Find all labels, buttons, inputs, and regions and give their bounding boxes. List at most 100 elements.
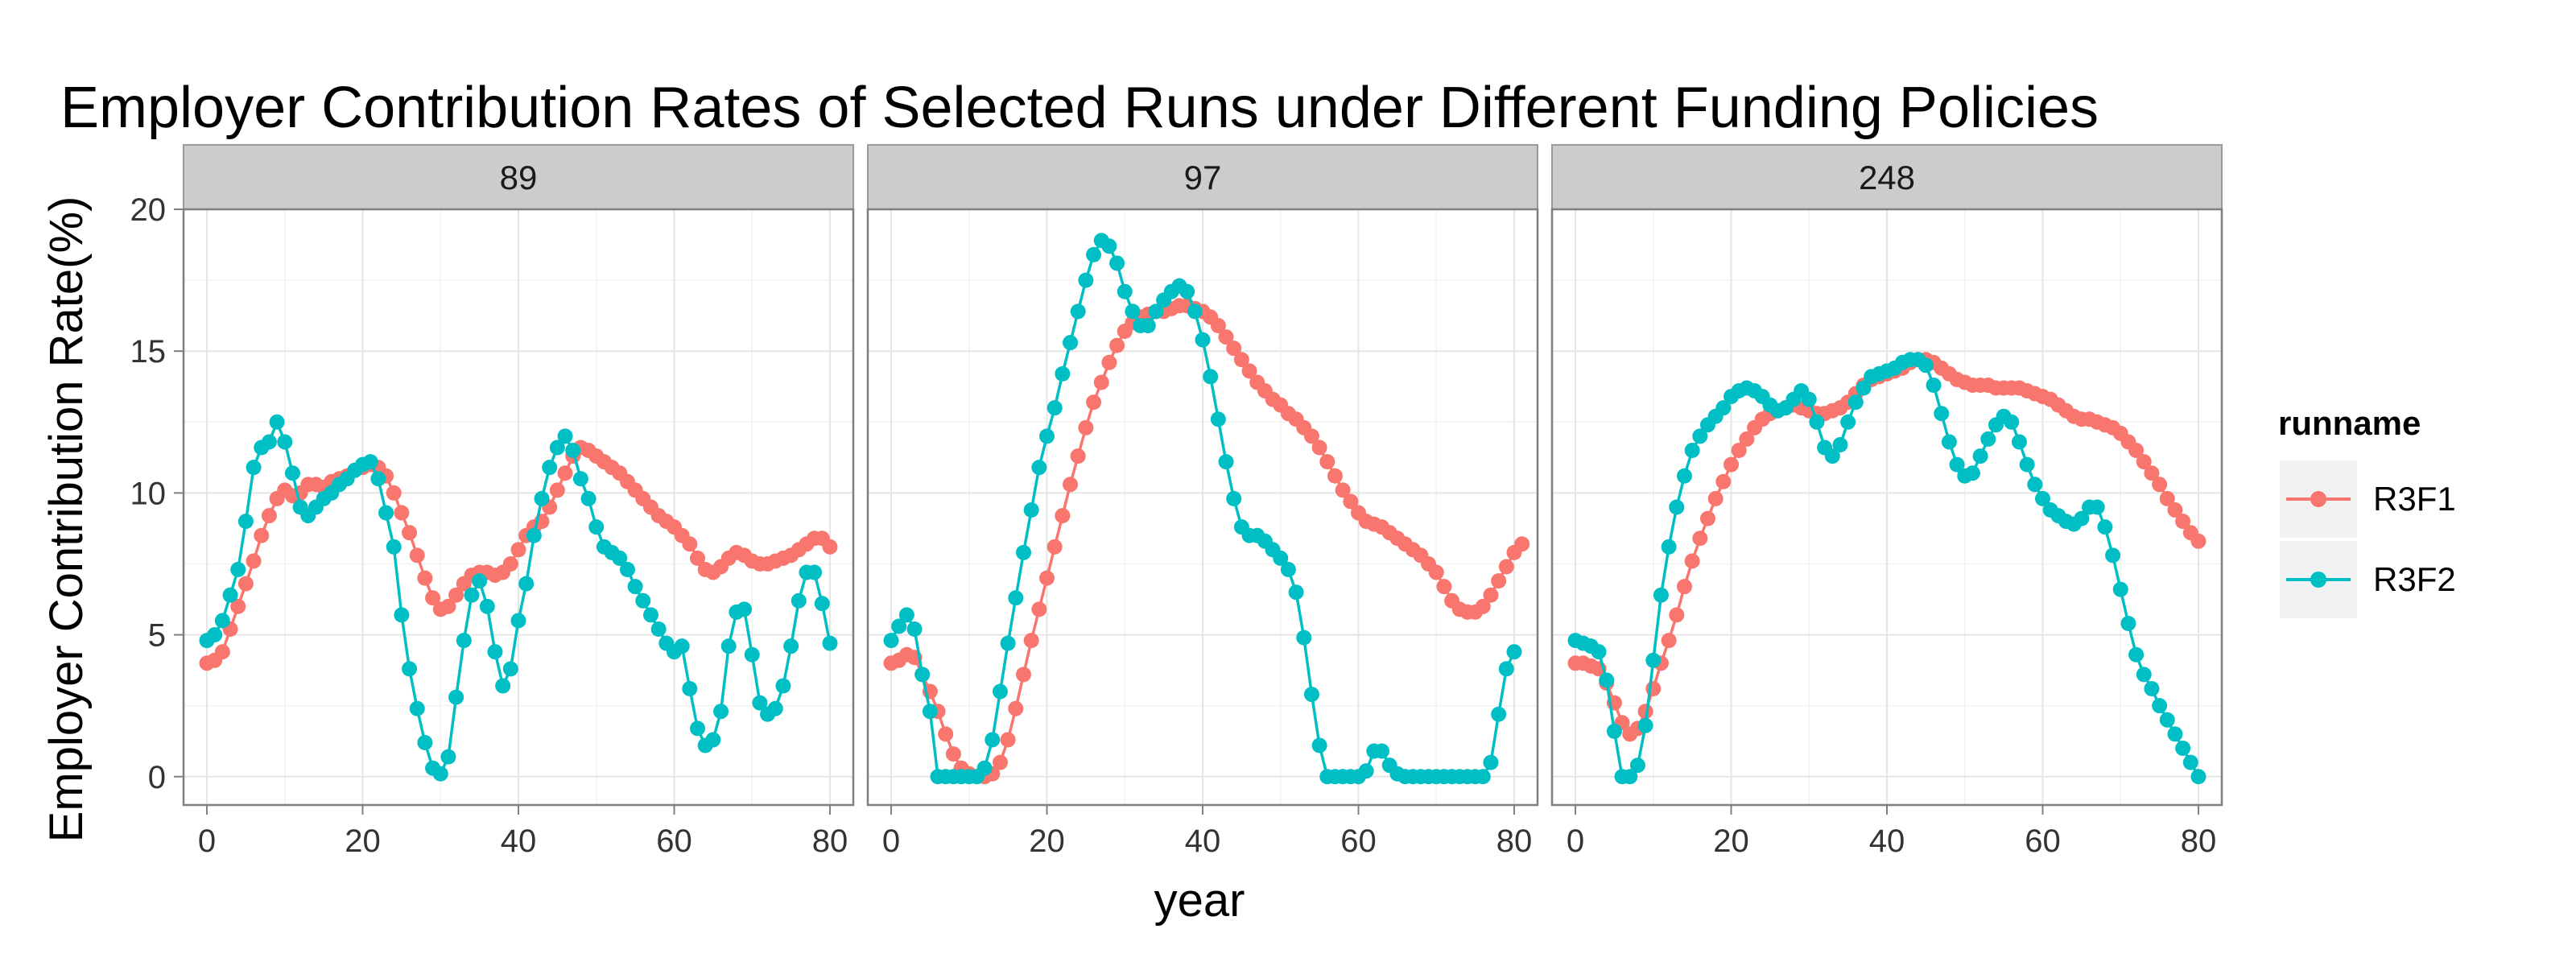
- data-point-R3F1: [822, 539, 838, 555]
- data-point-R3F2: [1358, 763, 1374, 779]
- data-point-R3F1: [214, 644, 230, 660]
- chart-title: Employer Contribution Rates of Selected …: [60, 76, 2099, 140]
- data-point-R3F2: [2120, 615, 2136, 631]
- data-point-R3F1: [1637, 704, 1653, 720]
- data-point-R3F1: [1491, 573, 1507, 589]
- x-tick-label: 0: [882, 824, 900, 859]
- data-point-R3F1: [1218, 329, 1234, 345]
- data-point-R3F2: [1669, 499, 1685, 515]
- data-point-R3F2: [1926, 377, 1942, 393]
- legend-label: R3F2: [2373, 560, 2456, 598]
- data-point-R3F1: [237, 576, 254, 592]
- data-point-R3F2: [1039, 428, 1055, 444]
- data-point-R3F2: [612, 550, 628, 566]
- data-point-R3F2: [362, 454, 378, 470]
- data-point-R3F2: [394, 607, 410, 623]
- data-point-R3F2: [1645, 652, 1662, 668]
- data-point-R3F2: [1801, 391, 1817, 407]
- data-point-R3F1: [1483, 587, 1499, 603]
- data-point-R3F2: [2089, 499, 2105, 515]
- data-point-R3F1: [1676, 579, 1692, 595]
- data-point-R3F2: [269, 414, 285, 430]
- data-point-R3F1: [1063, 477, 1079, 493]
- data-point-R3F2: [783, 638, 799, 654]
- data-point-R3F1: [1101, 354, 1117, 370]
- data-point-R3F1: [409, 547, 425, 564]
- facet-strip-label: 89: [500, 159, 538, 196]
- facet-panel-248: 248 0 20 40 60 80: [1550, 144, 2223, 859]
- data-point-R3F1: [2152, 477, 2168, 493]
- data-point-R3F2: [1148, 303, 1164, 320]
- data-point-R3F2: [487, 644, 503, 660]
- data-point-R3F2: [2034, 490, 2050, 506]
- data-point-R3F2: [237, 514, 254, 530]
- data-point-R3F1: [1319, 454, 1335, 470]
- data-point-R3F2: [1491, 706, 1507, 722]
- data-point-R3F2: [744, 646, 760, 663]
- data-point-R3F2: [775, 678, 791, 694]
- data-point-R3F2: [1140, 317, 1156, 333]
- data-point-R3F1: [2175, 514, 2191, 530]
- data-point-R3F2: [1676, 468, 1692, 484]
- facet-strip: [867, 144, 1538, 210]
- data-point-R3F1: [945, 746, 961, 762]
- data-point-R3F1: [402, 525, 418, 541]
- data-point-R3F1: [254, 527, 270, 543]
- data-point-R3F2: [284, 465, 300, 481]
- data-point-R3F1: [1008, 700, 1024, 716]
- data-point-R3F1: [1661, 633, 1677, 649]
- data-point-R3F1: [1015, 667, 1031, 683]
- data-point-R3F2: [432, 766, 448, 782]
- data-point-R3F2: [1684, 443, 1700, 459]
- data-point-R3F1: [1699, 510, 1715, 526]
- data-point-R3F1: [502, 555, 518, 572]
- data-point-R3F2: [261, 434, 277, 450]
- data-point-R3F2: [1063, 335, 1079, 351]
- data-point-R3F2: [526, 527, 542, 543]
- data-point-R3F2: [1078, 272, 1094, 288]
- data-point-R3F2: [222, 587, 238, 603]
- data-point-R3F2: [1023, 502, 1039, 518]
- data-point-R3F1: [1707, 490, 1724, 506]
- data-point-R3F2: [737, 601, 753, 617]
- data-point-R3F1: [1327, 468, 1343, 484]
- data-point-R3F1: [1436, 579, 1452, 595]
- data-point-R3F1: [1109, 337, 1125, 353]
- data-point-R3F2: [518, 576, 535, 592]
- data-point-R3F2: [495, 678, 511, 694]
- data-point-R3F2: [976, 760, 993, 776]
- legend-label: R3F1: [2373, 480, 2456, 518]
- data-point-R3F1: [2128, 443, 2145, 459]
- data-point-R3F2: [2011, 434, 2027, 450]
- data-point-R3F2: [682, 681, 698, 697]
- data-point-R3F2: [2190, 769, 2207, 785]
- data-point-R3F2: [1125, 303, 1141, 320]
- data-point-R3F1: [1055, 508, 1071, 524]
- legend-item-R3F2: R3F2: [2277, 538, 2456, 621]
- data-point-R3F1: [1070, 448, 1086, 464]
- data-point-R3F2: [1296, 630, 1312, 646]
- data-point-R3F1: [1086, 394, 1102, 411]
- data-point-R3F2: [2128, 646, 2145, 663]
- x-tick-label: 80: [2181, 824, 2217, 859]
- y-tick-label: 15: [130, 334, 167, 369]
- data-point-R3F2: [1980, 431, 1996, 447]
- data-point-R3F1: [2190, 533, 2207, 549]
- data-point-R3F2: [565, 443, 581, 459]
- data-point-R3F2: [1046, 400, 1063, 416]
- data-point-R3F1: [938, 726, 954, 742]
- data-point-R3F1: [1669, 607, 1685, 623]
- data-point-R3F2: [479, 598, 495, 614]
- data-point-R3F2: [409, 700, 425, 716]
- data-point-R3F2: [1606, 723, 1622, 739]
- data-point-R3F2: [1591, 644, 1607, 660]
- data-point-R3F2: [456, 633, 472, 649]
- facet-panel-97: 97 0 20 40 60 80: [866, 144, 1539, 859]
- data-point-R3F1: [557, 465, 573, 481]
- x-tick-label: 60: [656, 824, 692, 859]
- x-tick-label: 20: [1029, 824, 1065, 859]
- facet-strip: [183, 144, 854, 210]
- data-point-R3F2: [1934, 406, 1950, 422]
- data-point-R3F1: [1303, 428, 1319, 444]
